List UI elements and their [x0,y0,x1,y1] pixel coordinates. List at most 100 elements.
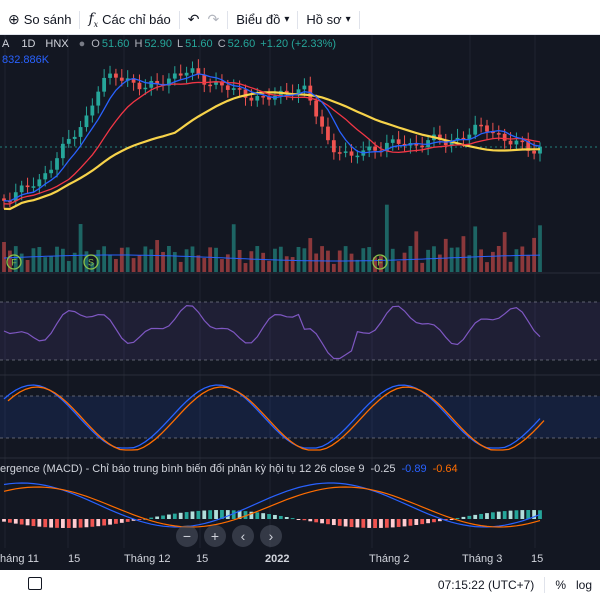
volume-bar [190,246,195,272]
macd-histogram-bar [155,516,160,519]
ma-mid-line [3,81,541,205]
candle-body [520,140,525,143]
candle-body [167,78,171,86]
zoom-in-button[interactable]: + [204,525,226,547]
status-divider [544,577,546,593]
compare-button[interactable]: ⊕ So sánh [0,5,79,34]
scroll-right-button[interactable]: › [260,525,282,547]
volume-bar [467,255,472,272]
macd-histogram-bar [220,510,224,519]
event-marker[interactable] [372,254,388,270]
event-marker-label: F [377,258,383,268]
high-value: 52.90 [144,38,172,50]
macd-title[interactable]: ergence (MACD) - Chỉ báo trung bình biến… [0,463,365,475]
macd-histogram-bar [408,519,413,526]
volume-bar [367,247,372,272]
volume-bar [84,251,89,272]
candle-body [13,192,18,202]
candle-body [261,96,266,98]
chevron-down-icon: ▾ [345,14,351,25]
time-axis[interactable]: háng 11 15 Tháng 12 15 2022 Tháng 2 Thán… [0,548,600,570]
macd-histogram-bar [255,512,260,519]
volume-bar [90,262,95,272]
price-legend: A 1D HNX ● O 51.60 H 52.90 L 51.60 C 52.60 +… [2,38,338,50]
volume-bar [220,259,224,272]
zoom-out-button[interactable]: − [176,525,198,547]
candle-body [149,80,154,88]
volume-bar [149,249,154,272]
candle-body [249,97,254,101]
macd-histogram-bar [149,517,154,519]
candle-body [37,179,42,187]
volume-bar [43,257,48,272]
volume-bar [125,247,130,272]
indicators-button[interactable]: fx Các chỉ báo [80,5,178,34]
event-marker[interactable] [6,254,22,270]
candle-body [296,89,301,96]
candle-body [137,82,142,90]
candles [2,59,542,209]
volume-bar [443,238,448,272]
log-toggle[interactable]: log [575,578,592,592]
clock-time[interactable]: 07:15:22 (UTC+7) [437,578,535,592]
profile-dropdown[interactable]: Hồ sơ ▾ [298,5,358,34]
candle-body [390,139,395,143]
interval-label[interactable]: 1D [21,38,36,50]
profile-label: Hồ sơ [306,12,342,27]
calendar-icon[interactable] [28,577,42,590]
volume-bar [31,248,36,272]
volume-bar [296,246,301,272]
macd-histogram-bar [390,519,395,528]
macd-line-value: -0.89 [401,463,427,475]
macd-histogram-bar [231,510,236,519]
redo-button[interactable]: ↷ [208,5,228,34]
candle-body [514,140,519,145]
volume-bar [208,247,213,272]
volume-bar [214,247,218,272]
candle-body [284,90,289,94]
macd-histogram-bar [296,519,301,520]
volume-bar [7,250,12,272]
macd-histogram-bar [273,514,277,519]
volume-bar [320,246,324,272]
candle-body [343,151,348,153]
macd-histogram-bar [72,519,77,528]
volume-bar [61,248,65,272]
scroll-left-button[interactable]: ‹ [232,525,254,547]
macd-histogram-bar [114,519,118,524]
volume-bar [172,252,177,272]
volume-bar [396,261,401,272]
macd-histogram-bar [526,510,531,519]
volume-bar [361,248,366,272]
macd-histogram-bar [426,519,430,524]
stoch-d-line [7,386,545,451]
macd-histogram-bar [125,519,130,522]
chart-type-label: Biểu đồ [236,12,281,27]
redo-icon: ↷ [207,11,220,27]
volume-bar [437,254,442,272]
percent-toggle[interactable]: % [555,578,566,592]
macd-histogram-bar [78,519,83,528]
volume-bar [66,261,71,272]
volume-bar [196,255,201,272]
candle-body [508,140,513,145]
macd-histogram-bar [520,510,525,519]
symbol-name[interactable]: A [2,38,10,50]
macd-histogram-bar [19,519,24,525]
undo-button[interactable]: ↶ [180,5,208,34]
candle-body [367,146,372,151]
chart-type-dropdown[interactable]: Biểu đồ ▾ [228,5,297,34]
volume-bar [455,247,460,272]
macd-histogram-bar [167,514,171,519]
volume-bar [202,258,207,272]
candle-body [337,152,342,154]
candle-body [490,131,495,134]
event-marker[interactable] [83,254,99,270]
candle-body [43,173,48,180]
candle-body [90,105,95,116]
low-value: 51.60 [185,38,213,50]
macd-histogram-bar [414,519,419,525]
time-axis-label: 15 [196,553,209,565]
volume-bar [102,246,107,272]
